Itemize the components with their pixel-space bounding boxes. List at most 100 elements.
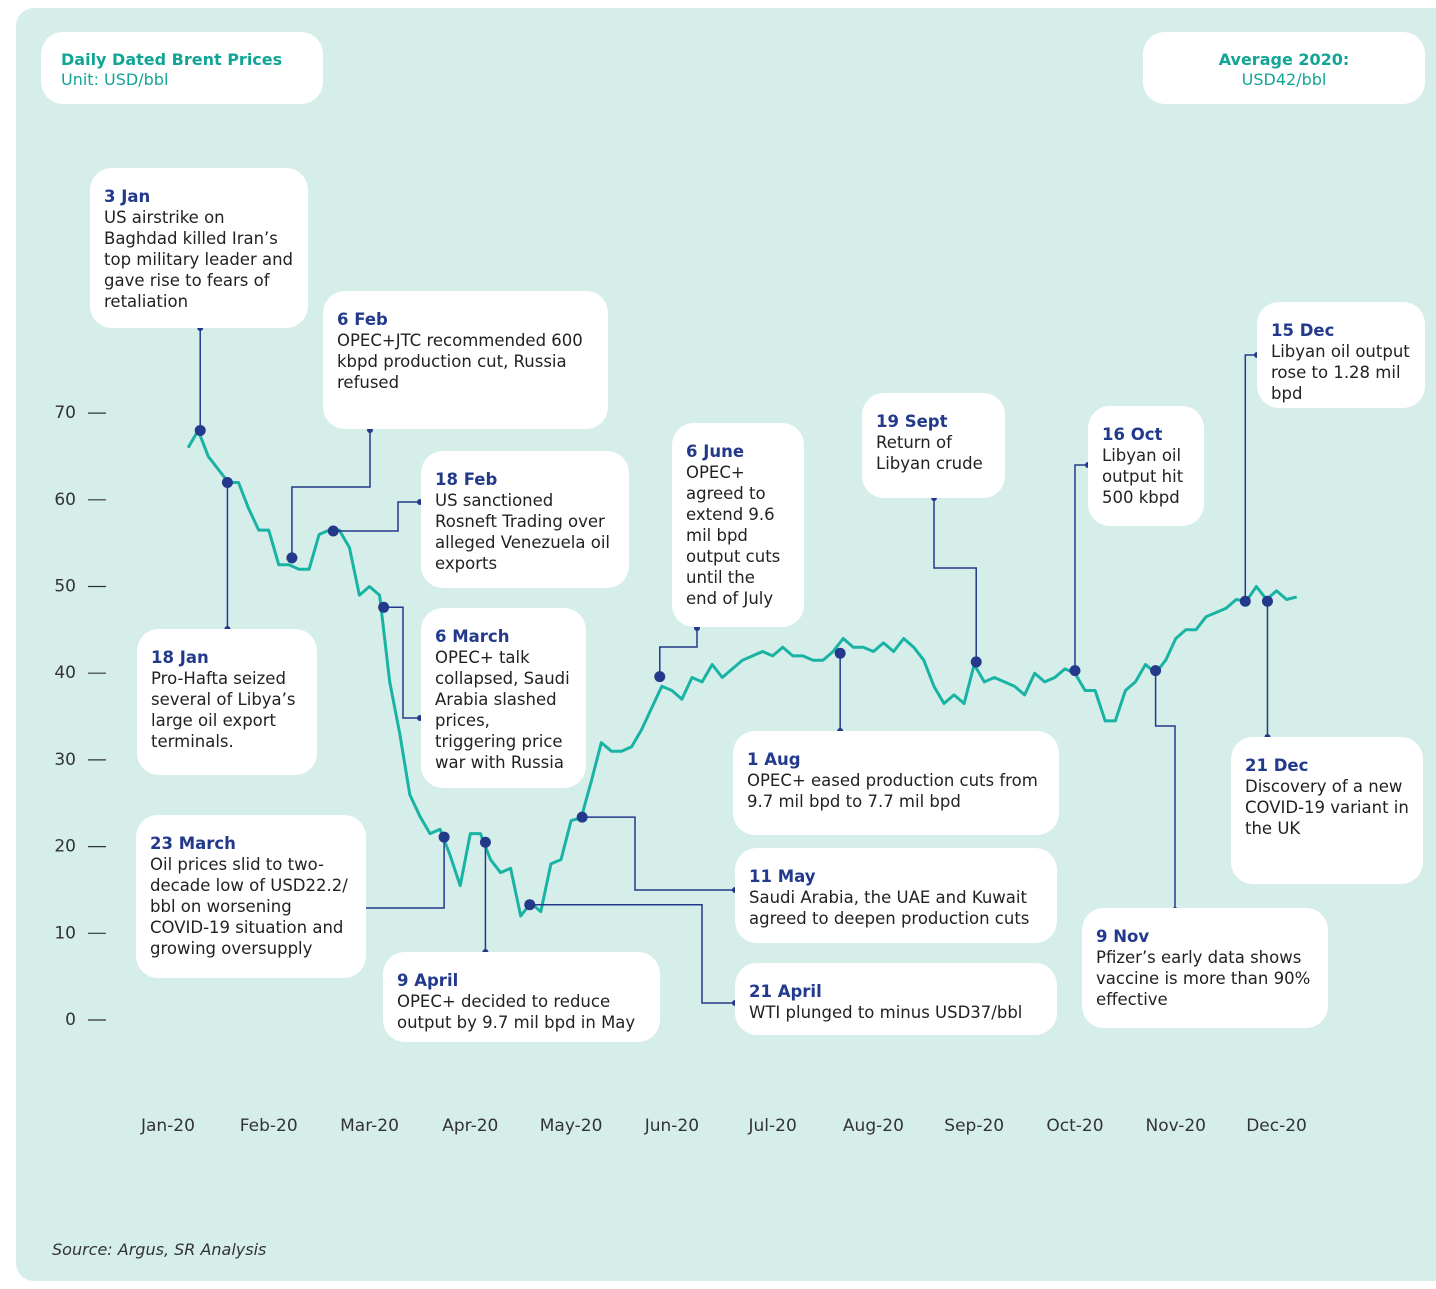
annotation-text: Saudi Arabia, the UAE and Kuwait agreed … [749, 888, 1030, 928]
annotation-text: Return of Libyan crude [876, 433, 983, 473]
event-dot [1150, 665, 1162, 677]
annotation-box: 6 March OPEC+ talk collapsed, Saudi Arabi… [421, 608, 586, 788]
event-dot [654, 671, 666, 683]
y-tick-label: 20 [54, 837, 76, 857]
annotation-box: 21 April WTI plunged to minus USD37/bbl [735, 963, 1057, 1035]
price-line [186, 428, 1298, 918]
source: Source: Argus, SR Analysis [52, 1240, 267, 1259]
x-tick-label: Nov-20 [1146, 1116, 1207, 1136]
leader-line [291, 430, 371, 558]
annotation-text: OPEC+ talk collapsed, Saudi Arabia slash… [435, 648, 570, 772]
event-dot [378, 601, 390, 613]
leader-line [659, 628, 698, 677]
event-dot [221, 476, 233, 488]
annotation-text: US sanctioned Rosneft Trading over alleg… [435, 491, 611, 573]
annotation-text: OPEC+ decided to reduce output by 9.7 mi… [397, 992, 636, 1032]
y-tick-label: 10 [54, 923, 76, 943]
annotation-date: 9 April [397, 971, 459, 990]
annotation-date: 9 Nov [1096, 927, 1150, 946]
annotation-box: 16 Oct Libyan oil output hit 500 kbpd [1088, 406, 1204, 526]
annotation-box: 18 Jan Pro-Hafta seized several of Libya’… [137, 629, 317, 775]
y-tick-label: 30 [54, 750, 76, 770]
leader-line [1154, 670, 1176, 910]
x-tick-label: Aug-20 [843, 1116, 904, 1136]
event-dot [576, 811, 588, 823]
annotation-date: 6 Feb [337, 310, 388, 329]
event-dot [194, 424, 206, 436]
annotation-box: 9 Nov Pfizer’s early data shows vaccine i… [1082, 908, 1328, 1028]
annotation-text: OPEC+ agreed to extend 9.6 mil bpd outpu… [686, 463, 781, 608]
leader-line [933, 498, 977, 662]
x-tick-label: Feb-20 [240, 1116, 298, 1136]
annotation-box: 18 Feb US sanctioned Rosneft Trading over… [421, 451, 629, 588]
leader-line [333, 501, 420, 532]
annotation-date: 15 Dec [1271, 321, 1335, 340]
annotation-text: Discovery of a new COVID-19 variant in t… [1245, 777, 1409, 838]
annotation-date: 21 April [749, 982, 822, 1001]
annotation-box: 3 Jan US airstrike on Baghdad killed Iran… [90, 168, 308, 328]
annotation-text: Libyan oil output rose to 1.28 mil bpd [1271, 342, 1410, 403]
annotation-date: 23 March [150, 834, 236, 853]
leader-line [1074, 464, 1088, 671]
annotation-date: 6 March [435, 627, 510, 646]
y-tick-label: 50 [54, 577, 76, 597]
x-tick-label: Sep-20 [944, 1116, 1004, 1136]
x-tick-label: Jun-20 [644, 1116, 699, 1136]
x-tick-label: Jul-20 [747, 1116, 796, 1136]
event-dot [970, 656, 982, 668]
annotation-box: 1 Aug OPEC+ eased production cuts from 9.… [733, 731, 1059, 835]
event-dot [286, 552, 298, 564]
x-tick-label: Dec-20 [1246, 1116, 1307, 1136]
annotation-date: 19 Sept [876, 412, 948, 431]
event-dot [438, 831, 450, 843]
leader-line [383, 606, 420, 719]
annotation-text: WTI plunged to minus USD37/bbl [749, 1003, 1023, 1022]
event-dot [1069, 665, 1081, 677]
chart-subtitle: Unit: USD/bbl [61, 70, 169, 89]
leader-line [529, 903, 735, 1004]
leader-line [1244, 354, 1257, 602]
annotation-date: 3 Jan [104, 187, 151, 206]
annotation-text: Oil prices slid to two-decade low of USD… [150, 855, 348, 958]
y-tick-label: 0 [65, 1010, 76, 1030]
x-tick-label: Oct-20 [1046, 1116, 1103, 1136]
chart-title: Daily Dated Brent Prices [61, 50, 283, 69]
annotation-box: 23 March Oil prices slid to two-decade lo… [136, 815, 366, 978]
y-tick-label: 60 [54, 490, 76, 510]
x-tick-label: May-20 [540, 1116, 603, 1136]
annotation-text: Pfizer’s early data shows vaccine is mor… [1096, 948, 1311, 1009]
event-dot [524, 899, 536, 911]
annotation-box: 11 May Saudi Arabia, the UAE and Kuwait a… [735, 848, 1057, 943]
annotation-text: US airstrike on Baghdad killed Iran’s to… [104, 208, 294, 311]
summary-box: Average 2020: USD42/bbl [1143, 32, 1425, 104]
annotation-date: 11 May [749, 867, 816, 886]
annotation-date: 6 June [686, 442, 745, 461]
event-dot [1261, 595, 1273, 607]
annotation-date: 18 Jan [151, 648, 209, 667]
event-dot [479, 836, 491, 848]
annotation-box: 9 April OPEC+ decided to reduce output by… [383, 952, 660, 1042]
annotation-text: OPEC+JTC recommended 600 kbpd production… [337, 331, 583, 392]
leader-line [363, 837, 445, 909]
annotation-box: 19 Sept Return of Libyan crude [862, 393, 1005, 498]
annotation-text: Libyan oil output hit 500 kbpd [1102, 446, 1184, 507]
event-dot [834, 647, 846, 659]
annotation-box: 21 Dec Discovery of a new COVID-19 varian… [1231, 737, 1423, 884]
event-dot [327, 525, 339, 537]
x-tick-label: Mar-20 [340, 1116, 399, 1136]
annotation-box: 6 Feb OPEC+JTC recommended 600 kbpd produ… [323, 291, 608, 429]
summary-value: USD42/bbl [1241, 70, 1327, 89]
annotation-date: 18 Feb [435, 470, 498, 489]
x-tick-label: Jan-20 [140, 1116, 195, 1136]
annotation-date: 16 Oct [1102, 425, 1163, 444]
annotation-box: 15 Dec Libyan oil output rose to 1.28 mil… [1257, 302, 1425, 408]
annotation-date: 1 Aug [747, 750, 801, 769]
x-tick-label: Apr-20 [442, 1116, 498, 1136]
y-tick-label: 70 [54, 403, 76, 423]
annotation-box: 6 June OPEC+ agreed to extend 9.6 mil bpd… [672, 423, 804, 627]
annotation-text: Pro-Hafta seized several of Libya’s larg… [151, 669, 296, 751]
leader-line [582, 816, 735, 891]
y-tick-label: 40 [54, 663, 76, 683]
event-dot [1239, 595, 1251, 607]
